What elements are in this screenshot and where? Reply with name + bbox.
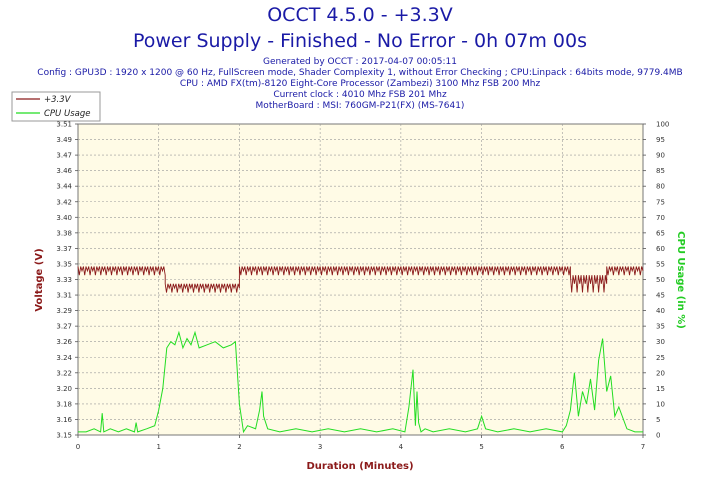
y2-tick-label: 50	[656, 276, 665, 284]
info-cpu: CPU : AMD FX(tm)-8120 Eight-Core Process…	[179, 79, 541, 89]
y-tick-label: 3.35	[56, 260, 72, 268]
y2-tick-label: 10	[656, 400, 665, 408]
y-tick-label: 3.40	[56, 214, 72, 222]
x-axis-label: Duration (Minutes)	[306, 461, 413, 472]
x-tick-label: 1	[156, 443, 160, 451]
y2-tick-label: 55	[656, 260, 665, 268]
y2-tick-label: 15	[656, 385, 665, 393]
y2-tick-label: 65	[656, 229, 665, 237]
series-lines	[77, 266, 644, 434]
y-tick-label: 3.29	[56, 307, 72, 315]
x-tick-label: 2	[237, 443, 241, 451]
series-line-cpu-usage	[78, 330, 643, 434]
y2-tick-label: 40	[656, 307, 665, 315]
info-config: Config : GPU3D : 1920 x 1200 @ 60 Hz, Fu…	[37, 68, 683, 78]
y2-tick-label: 80	[656, 183, 665, 191]
y2-tick-label: 95	[656, 136, 665, 144]
y2-tick-label: 70	[656, 214, 665, 222]
y-tick-label: 3.49	[56, 136, 72, 144]
y-tick-label: 3.20	[56, 385, 72, 393]
y2-tick-label: 5	[656, 416, 660, 424]
x-tick-label: 4	[399, 443, 404, 451]
y2-tick-label: 85	[656, 167, 665, 175]
y-tick-label: 3.18	[56, 400, 72, 408]
x-tick-label: 7	[641, 443, 645, 451]
y-tick-label: 3.31	[56, 292, 72, 300]
y-tick-label: 3.33	[56, 276, 72, 284]
y2-tick-label: 30	[656, 338, 665, 346]
y-tick-label: 3.38	[56, 229, 72, 237]
info-motherboard: MotherBoard : MSI: 760GM-P21(FX) (MS-764…	[255, 101, 465, 111]
y-tick-label: 3.42	[56, 198, 72, 206]
y-tick-label: 3.47	[56, 152, 72, 160]
x-tick-label: 6	[560, 443, 565, 451]
y-tick-label: 3.44	[56, 183, 72, 191]
info-generated: Generated by OCCT : 2017-04-07 00:05:11	[263, 57, 457, 67]
y-tick-label: 3.16	[56, 416, 72, 424]
y-tick-label: 3.22	[56, 369, 72, 377]
y2-tick-label: 90	[656, 152, 665, 160]
y2-tick-label: 35	[656, 323, 665, 331]
y-tick-label: 3.27	[56, 323, 72, 331]
x-tick-label: 5	[479, 443, 483, 451]
y2-axis-label: CPU Usage (in %)	[675, 231, 686, 329]
legend-label-cpu: CPU Usage	[44, 109, 90, 119]
y2-tick-label: 0	[656, 432, 660, 440]
y2-tick-label: 25	[656, 354, 665, 362]
y2-tick-label: 20	[656, 369, 665, 377]
y2-tick-label: 60	[656, 245, 665, 253]
chart-subtitle: Power Supply - Finished - No Error - 0h …	[132, 30, 588, 52]
y2-tick-label: 45	[656, 292, 665, 300]
y-tick-label: 3.46	[56, 167, 72, 175]
x-axis-ticks: 0 1 2 3 4 5 6 7	[76, 435, 645, 451]
y-axis-ticks: 3.15 3.16 3.18 3.20 3.22 3.24 3.26 3.27 3.29 3.31…	[56, 121, 78, 440]
y-axis-label: Voltage (V)	[34, 248, 45, 311]
y-tick-label: 3.51	[56, 121, 72, 129]
info-current-clock: Current clock : 4010 Mhz FSB 201 Mhz	[273, 90, 447, 100]
y2-axis-ticks: 0 5 10 15 20 25 30 35 40 45 50 55 60 65 70 75 80 85 90 95 10…	[643, 121, 669, 440]
y2-tick-label: 75	[656, 198, 665, 206]
legend: +3.3V CPU Usage	[11, 91, 101, 122]
plot-area	[77, 123, 644, 436]
chart-title: OCCT 4.5.0 - +3.3V	[267, 4, 453, 26]
y-tick-label: 3.15	[56, 432, 72, 440]
series-line-voltage	[77, 266, 644, 293]
x-tick-label: 3	[318, 443, 322, 451]
y-tick-label: 3.37	[56, 245, 72, 253]
legend-label-voltage: +3.3V	[44, 95, 72, 105]
x-tick-label: 0	[76, 443, 80, 451]
y-tick-label: 3.26	[56, 338, 72, 346]
y2-tick-label: 100	[656, 121, 669, 129]
legend-box	[11, 91, 101, 122]
y-tick-label: 3.24	[56, 354, 72, 362]
